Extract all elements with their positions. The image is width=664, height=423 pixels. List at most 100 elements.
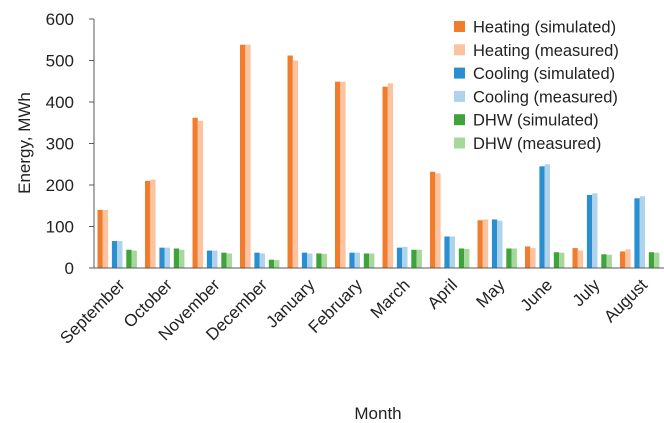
bar-2-9: [482, 219, 489, 268]
bar-5-4: [268, 259, 275, 268]
x-tick-label-1: September: [56, 275, 128, 347]
bar-3-6: [349, 252, 355, 268]
bar-2-12: [625, 249, 631, 268]
bar-1-8: [430, 171, 436, 268]
legend: Heating (simulated) Heating (measured) Coo…: [454, 19, 619, 153]
bar-1-12: [620, 251, 626, 268]
x-tick-label-10: June: [517, 275, 557, 315]
legend-swatch-6: [454, 137, 465, 149]
bar-6-4: [274, 260, 280, 268]
y-tick-label-7: 600: [46, 10, 74, 29]
axes: [89, 18, 664, 269]
y-tick-label-6: 500: [46, 52, 74, 71]
bar-4-2: [164, 247, 170, 268]
bar-3-4: [254, 252, 260, 268]
legend-label-6: DHW (measured): [473, 135, 601, 153]
legend-label-3: Cooling (simulated): [473, 65, 615, 83]
bar-6-8: [464, 248, 470, 268]
bar-4-1: [117, 241, 123, 268]
bar-5-7: [411, 249, 417, 268]
bar-3-1: [111, 241, 118, 268]
bar-2-8: [435, 173, 441, 268]
bar-1-6: [335, 81, 341, 268]
bar-6-9: [511, 248, 517, 268]
y-tick-label-2: 100: [46, 218, 74, 237]
y-axis-title: Energy, MWh: [15, 92, 34, 194]
y-tick-labels: 0 100 200 300 400 500 600: [46, 10, 74, 278]
bar-5-12: [648, 252, 655, 268]
legend-swatch-1: [454, 21, 465, 32]
bar-3-2: [159, 247, 165, 268]
bar-2-10: [530, 248, 536, 268]
x-tick-label-7: March: [367, 275, 414, 322]
y-tick-label-4: 300: [46, 135, 74, 154]
bar-3-10: [539, 166, 545, 268]
bar-2-7: [387, 83, 394, 268]
y-tick-label-1: 0: [65, 259, 74, 278]
bar-6-1: [131, 250, 137, 268]
bar-4-10: [544, 164, 550, 268]
bar-6-12: [654, 252, 660, 268]
bar-6-7: [416, 249, 422, 268]
legend-label-2: Heating (measured): [473, 42, 619, 60]
bar-5-10: [553, 252, 560, 268]
bar-5-6: [363, 253, 370, 268]
bar-1-1: [97, 209, 103, 268]
x-tick-label-8: April: [424, 275, 461, 312]
bar-2-1: [102, 209, 109, 268]
bar-1-9: [477, 220, 483, 268]
x-tick-labels: SeptemberOctoberNovemberDecemberJanuaryF…: [56, 275, 651, 348]
bar-3-8: [444, 236, 450, 268]
bar-1-2: [145, 180, 151, 268]
bar-2-4: [245, 44, 251, 269]
bar-1-7: [382, 86, 388, 268]
bar-2-11: [577, 250, 584, 268]
bar-5-3: [221, 252, 227, 268]
bar-4-7: [402, 246, 408, 268]
bars: [97, 44, 660, 269]
bar-6-2: [179, 249, 185, 268]
legend-label-1: Heating (simulated): [473, 19, 616, 37]
bar-1-4: [240, 44, 246, 269]
bar-2-5: [292, 60, 299, 268]
bar-1-10: [525, 246, 531, 268]
legend-swatch-5: [454, 114, 465, 126]
bar-6-11: [606, 254, 612, 268]
legend-swatch-3: [454, 67, 465, 79]
bar-4-3: [212, 250, 218, 268]
legend-label-4: Cooling (measured): [473, 88, 618, 106]
bar-3-9: [491, 219, 498, 268]
bar-6-6: [369, 253, 375, 268]
bar-4-6: [354, 252, 360, 268]
bar-6-10: [559, 252, 565, 268]
bar-5-9: [506, 248, 512, 268]
bar-5-11: [601, 254, 607, 268]
bar-3-7: [396, 247, 403, 268]
bar-1-11: [572, 248, 578, 268]
bar-6-3: [226, 253, 232, 268]
bar-4-9: [497, 220, 503, 268]
bar-4-8: [449, 236, 455, 268]
bar-1-5: [287, 55, 293, 268]
bar-5-1: [126, 249, 132, 268]
bar-1-3: [192, 117, 198, 269]
y-tick-label-3: 200: [46, 176, 74, 195]
bar-4-4: [259, 253, 265, 268]
x-tick-label-11: July: [569, 275, 604, 310]
x-tick-label-12: August: [600, 275, 651, 326]
legend-swatch-2: [454, 44, 465, 56]
x-tick-label-9: May: [472, 275, 508, 311]
bar-4-11: [592, 193, 598, 268]
bar-6-5: [321, 253, 327, 268]
bar-3-3: [206, 250, 213, 268]
bar-4-5: [307, 253, 313, 268]
bar-2-2: [150, 179, 156, 268]
legend-swatch-4: [454, 90, 465, 102]
bar-2-6: [340, 81, 346, 268]
bar-5-8: [458, 248, 465, 268]
y-tick-label-5: 400: [46, 93, 74, 112]
bar-3-12: [634, 198, 640, 268]
bar-2-3: [197, 120, 204, 269]
bar-3-11: [586, 194, 593, 268]
